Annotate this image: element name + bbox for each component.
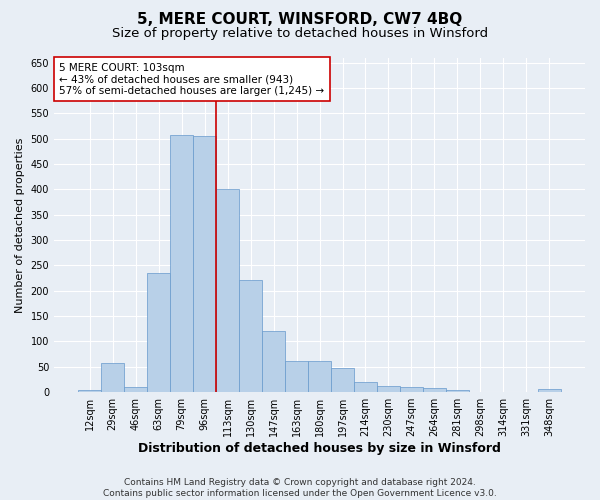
Bar — [78, 390, 101, 392]
Bar — [193, 136, 216, 392]
Bar — [101, 364, 124, 392]
X-axis label: Distribution of detached houses by size in Winsford: Distribution of detached houses by size … — [138, 442, 501, 455]
Bar — [308, 361, 331, 392]
Bar — [354, 382, 377, 392]
Bar — [170, 135, 193, 392]
Bar — [239, 280, 262, 392]
Text: 5, MERE COURT, WINSFORD, CW7 4BQ: 5, MERE COURT, WINSFORD, CW7 4BQ — [137, 12, 463, 28]
Bar — [423, 388, 446, 392]
Bar — [262, 332, 285, 392]
Bar — [331, 368, 354, 392]
Bar — [216, 190, 239, 392]
Text: 5 MERE COURT: 103sqm
← 43% of detached houses are smaller (943)
57% of semi-deta: 5 MERE COURT: 103sqm ← 43% of detached h… — [59, 62, 325, 96]
Bar — [538, 388, 561, 392]
Text: Contains HM Land Registry data © Crown copyright and database right 2024.
Contai: Contains HM Land Registry data © Crown c… — [103, 478, 497, 498]
Bar — [147, 273, 170, 392]
Bar — [285, 361, 308, 392]
Text: Size of property relative to detached houses in Winsford: Size of property relative to detached ho… — [112, 28, 488, 40]
Bar — [400, 387, 423, 392]
Y-axis label: Number of detached properties: Number of detached properties — [15, 137, 25, 312]
Bar — [446, 390, 469, 392]
Bar — [377, 386, 400, 392]
Bar — [124, 387, 147, 392]
